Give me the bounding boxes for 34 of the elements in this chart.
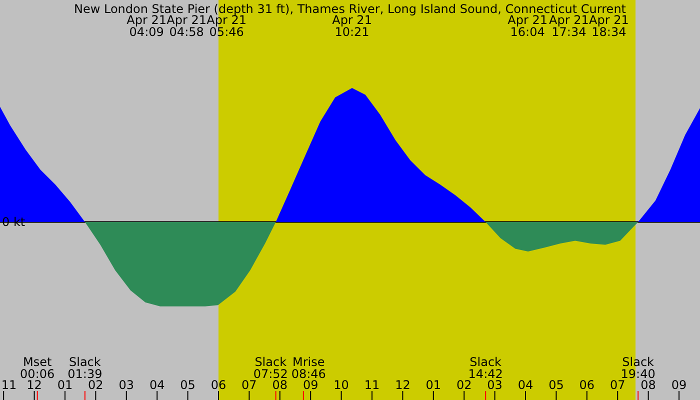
ref-line-label: Slack 01:39 [68,355,102,381]
x-tick-label: 01 [57,378,73,392]
text: Apr 21 10:21 [332,13,372,39]
text: Apr 21 17:34 [549,13,589,39]
x-tick-label: 02 [88,378,104,392]
x-tick-label: 09 [302,378,318,392]
text: Apr 21 18:34 [589,13,629,39]
ref-line-label: Slack 14:42 [468,355,503,381]
x-tick-label: 04 [149,378,165,392]
x-tick-label: 06 [210,378,226,392]
x-tick-label: 07 [242,378,257,392]
x-tick-label: 02 [456,378,472,392]
text: Apr 21 04:09 [126,13,167,39]
x-tick-label: 05 [180,378,196,392]
x-tick-label: 11 [364,378,380,392]
x-tick-label: 07 [610,378,626,392]
x-tick-label: 11 [1,378,17,392]
x-tick-label: 12 [26,378,42,392]
ref-line-label: Mrise 08:46 [291,355,326,381]
x-tick-label: 12 [395,378,410,392]
x-tick-label: 04 [518,378,534,392]
x-tick-label: 09 [671,378,687,392]
text: Apr 21 04:58 [166,13,207,39]
x-tick-label: 10 [334,378,349,392]
x-tick-label: 05 [548,378,564,392]
x-tick-label: 08 [640,378,656,392]
text: Apr 21 16:04 [508,13,548,39]
ref-line-label: Mset 00:06 [20,355,55,381]
x-tick-label: 03 [118,378,134,392]
x-tick-label: 01 [426,378,442,392]
x-tick-label: 08 [272,378,288,392]
x-tick-label: 03 [487,378,502,392]
ref-line-label: Slack 07:52 [253,355,288,381]
x-tick-label: 06 [579,378,595,392]
